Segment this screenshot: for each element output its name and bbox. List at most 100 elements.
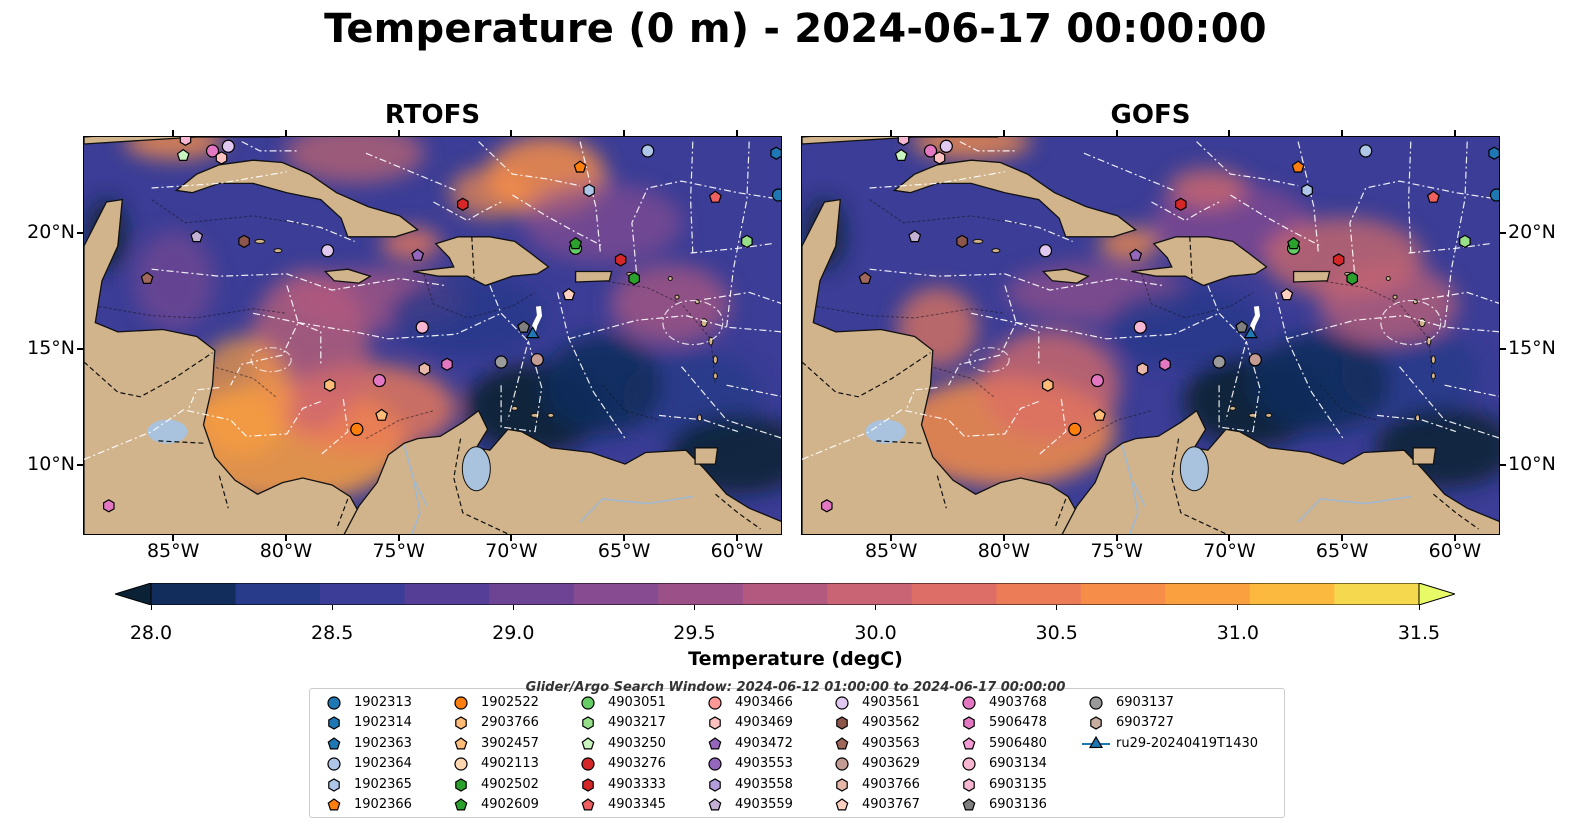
country-border xyxy=(335,498,349,530)
map-panel-gofs[interactable] xyxy=(801,136,1500,535)
marker-4903766 xyxy=(418,362,431,376)
marker-1902313 xyxy=(1489,188,1499,202)
colorbar-segment xyxy=(658,583,744,605)
hexagon-marker-icon xyxy=(455,777,467,792)
legend-marker-hexagon xyxy=(582,716,594,731)
temperature-region xyxy=(1250,332,1391,433)
bathymetry-contour xyxy=(1320,280,1434,386)
temperature-region xyxy=(610,264,731,345)
legend-marker-pentagon xyxy=(962,798,976,811)
marker-4903562 xyxy=(956,234,968,249)
legend-label: 4903766 xyxy=(862,776,920,792)
legend-marker-hexagon xyxy=(709,777,721,792)
eez-boundary xyxy=(1422,291,1499,304)
marker-1902522 xyxy=(1068,422,1082,436)
marker-1902364 xyxy=(641,144,655,158)
legend-marker-circle xyxy=(962,696,976,710)
legend-label: 4903562 xyxy=(862,715,920,731)
land-trinidad xyxy=(1412,447,1437,465)
legend-marker-hexagon xyxy=(455,716,467,731)
circle-marker-icon xyxy=(1089,696,1103,710)
eez-boundary xyxy=(512,194,603,247)
country-border xyxy=(84,352,213,398)
marker-4903472 xyxy=(411,248,425,261)
marker-5906478 xyxy=(103,499,115,513)
legend-marker-circle xyxy=(835,696,849,710)
eez-boundary xyxy=(1230,194,1321,247)
country-border xyxy=(802,352,931,398)
hexagon-marker-icon xyxy=(836,716,848,731)
marker-4903333 xyxy=(1175,197,1187,211)
eez-boundary xyxy=(84,407,186,460)
pentagon-marker-icon xyxy=(581,737,595,750)
eez-boundary xyxy=(556,292,626,439)
colorbar-segment xyxy=(1334,583,1420,605)
river xyxy=(1121,445,1139,534)
colorbar-segment xyxy=(827,583,913,605)
eez-boundary xyxy=(320,399,349,456)
eez-boundary xyxy=(1004,219,1073,242)
country-border xyxy=(218,475,229,509)
lake-maracaibo xyxy=(461,446,491,492)
legend-label: 1902363 xyxy=(354,735,412,751)
legend-label: 4903250 xyxy=(608,735,666,751)
marker-4903472 xyxy=(1129,248,1143,261)
lon-tick-mark xyxy=(890,535,893,541)
legend-label: 4903345 xyxy=(608,797,666,812)
temperature-field xyxy=(86,137,781,507)
marker-4903563 xyxy=(140,271,154,284)
colorbar-tick-mark xyxy=(693,605,695,610)
legend-marker-pentagon xyxy=(835,737,849,750)
legend-marker-hexagon xyxy=(836,716,848,731)
legend-label: 4903559 xyxy=(735,797,793,812)
bathymetry-contour xyxy=(869,199,1028,226)
eez-boundary xyxy=(968,347,1010,373)
lon-tick-mark xyxy=(1115,130,1118,136)
lat-tick-label: 10°N xyxy=(27,453,75,476)
eez-boundary xyxy=(489,285,529,421)
panel-title-rtofs: RTOFS xyxy=(384,100,481,130)
hexagon-marker-icon xyxy=(963,716,975,731)
colorbar-segment xyxy=(151,583,237,605)
island xyxy=(1426,336,1432,346)
map-panel-rtofs[interactable] xyxy=(83,136,782,535)
lon-tick-label: 75°W xyxy=(372,540,425,562)
legend-label: 4903466 xyxy=(735,695,793,710)
legend-marker-hexagon xyxy=(1090,716,1102,731)
circle-marker-icon xyxy=(454,757,468,771)
lon-tick-label: 70°W xyxy=(485,540,538,562)
legend-marker-hexagon xyxy=(836,777,848,792)
lat-tick-label: 15°N xyxy=(1508,337,1556,360)
legend-label: 6903136 xyxy=(989,797,1047,812)
island xyxy=(1385,276,1391,282)
lon-tick-label: 65°W xyxy=(597,540,651,562)
legend-marker-circle xyxy=(327,696,341,710)
colorbar-segment xyxy=(1080,583,1166,605)
colorbar xyxy=(115,583,1455,605)
legend-label: 1902365 xyxy=(354,776,412,792)
island xyxy=(1430,355,1436,365)
island xyxy=(674,294,680,300)
legend-marker-pentagon xyxy=(708,798,722,811)
marker-4902502 xyxy=(628,271,641,286)
marker-4902609 xyxy=(1287,236,1301,250)
legend-marker-circle xyxy=(327,757,341,771)
land-jamaica xyxy=(1041,268,1090,284)
eez-boundary xyxy=(904,386,1040,437)
marker-4903629 xyxy=(1248,353,1262,367)
marker-4903561 xyxy=(939,139,953,153)
colorbar-tick-label: 28.0 xyxy=(129,622,173,644)
colorbar-tick-mark xyxy=(875,605,877,610)
pentagon-marker-icon xyxy=(454,737,468,750)
lon-tick-label: 65°W xyxy=(1315,540,1369,562)
legend-label: 4902502 xyxy=(481,776,539,792)
marker-4903469 xyxy=(933,151,946,165)
circle-marker-icon xyxy=(708,757,722,771)
eez-boundary xyxy=(186,386,322,437)
colorbar-segment xyxy=(911,583,997,605)
marker-4903768 xyxy=(923,144,938,158)
marker-1902522 xyxy=(350,422,364,436)
eez-boundary xyxy=(1408,243,1490,254)
colorbar-tick-mark xyxy=(331,605,333,610)
land-south-america xyxy=(1061,409,1499,534)
